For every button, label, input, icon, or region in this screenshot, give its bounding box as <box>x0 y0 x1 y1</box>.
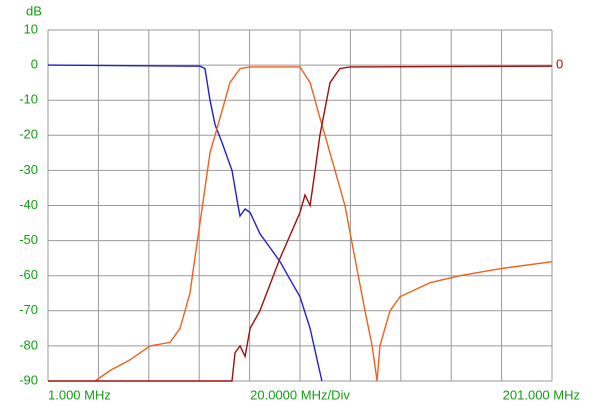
y-tick-label: -40 <box>19 197 38 212</box>
x-stop-label: 201.000 MHz <box>503 387 580 402</box>
x-div-label: 20.0000 MHz/Div <box>250 387 350 402</box>
y-unit: dB <box>26 3 42 18</box>
y-tick-label: -90 <box>19 372 38 387</box>
ref-marker: 0 <box>556 57 563 72</box>
y-tick-label: 10 <box>24 21 38 36</box>
series-line <box>48 65 553 382</box>
y-tick-label: -80 <box>19 337 38 352</box>
series-line <box>47 64 323 382</box>
x-start-label: 1.000 MHz <box>48 387 111 402</box>
y-tick-label: -60 <box>19 267 38 282</box>
y-tick-label: -30 <box>19 162 38 177</box>
y-tick-label: -20 <box>19 127 38 142</box>
y-tick-label: -10 <box>19 92 38 107</box>
series-line <box>94 66 553 382</box>
y-tick-label: -70 <box>19 302 38 317</box>
y-tick-label: 0 <box>31 57 38 72</box>
y-tick-label: -50 <box>19 232 38 247</box>
